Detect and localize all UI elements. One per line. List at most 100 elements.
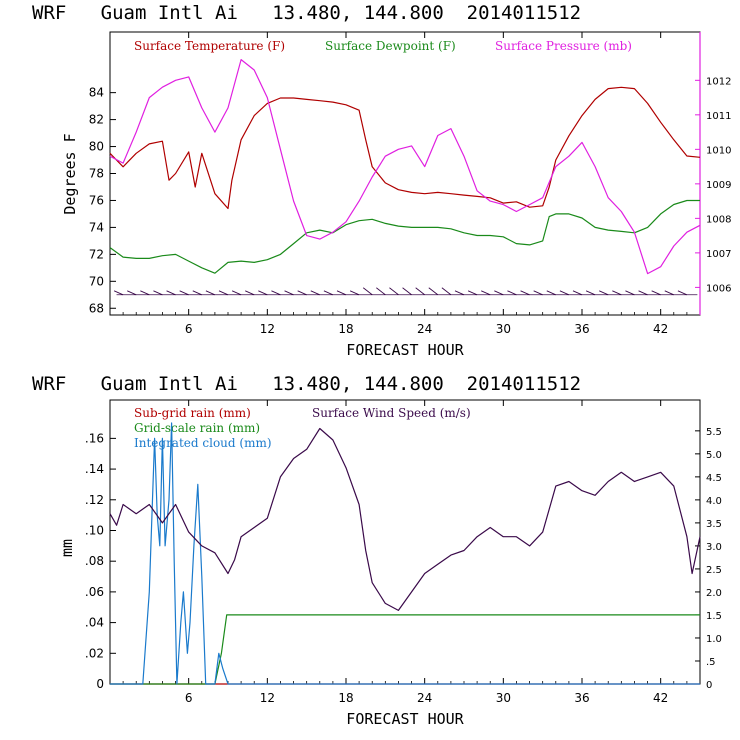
top-y-axis-label: Degrees F [61, 133, 79, 214]
top-legend: Surface Temperature (F) Surface Dewpoint… [134, 39, 632, 53]
bottom-series-lines [109, 422, 701, 685]
y2-tick-label: 5.0 [706, 450, 722, 461]
wind-barb [245, 290, 255, 296]
wind-barb [153, 290, 163, 296]
series-line-surface-wind-speed [109, 427, 701, 611]
bottom-x-axis-label: FORECAST HOUR [346, 710, 464, 728]
y2-tick-label: 4.5 [706, 473, 722, 484]
y-tick-label: 84 [89, 86, 104, 100]
bottom-legend: Sub-grid rain (mm) Grid-scale rain (mm) … [134, 406, 471, 450]
y-tick-label: 70 [89, 274, 104, 288]
legend-integrated-cloud: Integrated cloud (mm) [134, 436, 272, 450]
x-tick-label: 36 [574, 691, 589, 705]
wind-barb [376, 287, 386, 296]
wind-barb [166, 290, 176, 296]
top-x-axis-label: FORECAST HOUR [346, 341, 464, 359]
y-tick-label: .10 [85, 523, 104, 537]
wind-barb [336, 290, 347, 296]
y2-tick-label: 3.5 [706, 519, 722, 530]
wind-barb [310, 290, 320, 296]
wind-barb [664, 290, 674, 296]
wind-barb [428, 287, 439, 296]
y2-tick-label: 0 [706, 680, 712, 691]
y-tick-label: 78 [89, 167, 104, 181]
wind-barb [599, 290, 609, 296]
wind-barb [179, 290, 189, 296]
x-tick-label: 6 [185, 691, 193, 705]
x-tick-label: 30 [496, 322, 511, 336]
x-tick-label: 12 [260, 322, 275, 336]
wind-barb [415, 287, 425, 296]
x-tick-label: 36 [574, 322, 589, 336]
wind-barb [362, 287, 373, 296]
wind-barb [271, 290, 281, 296]
wind-barb [140, 290, 150, 296]
wind-barb [297, 290, 307, 296]
x-tick-label: 42 [653, 691, 668, 705]
y2-tick-label: 2.5 [706, 565, 722, 576]
wind-barb [559, 290, 570, 296]
x-tick-label: 18 [338, 322, 353, 336]
legend-grid-scale-rain: Grid-scale rain (mm) [134, 421, 260, 435]
legend-surface-pressure: Surface Pressure (mb) [495, 39, 632, 53]
x-tick-label: 18 [338, 691, 353, 705]
x-tick-label: 24 [417, 691, 432, 705]
x-tick-label: 30 [496, 691, 511, 705]
bottom-chart-title: WRF Guam Intl Ai 13.480, 144.800 2014011… [32, 373, 581, 395]
y-tick-label: 76 [89, 193, 104, 207]
wind-barb [389, 287, 399, 296]
wind-barb [323, 290, 334, 296]
y-tick-label: 74 [89, 220, 104, 234]
wind-barb [507, 290, 517, 296]
wind-barb [494, 290, 504, 296]
y2-tick-label: .5 [706, 657, 716, 668]
y-tick-label: .16 [85, 431, 104, 445]
y-tick-label: 82 [89, 113, 104, 127]
y-tick-label: .14 [85, 462, 104, 476]
wind-barb [402, 287, 412, 296]
y2-tick-label: 1008 [706, 214, 731, 225]
y-tick-label: .12 [85, 493, 104, 507]
wind-barb [546, 290, 556, 296]
y-tick-label: .08 [85, 554, 104, 568]
bottom-ticks: 6 12 18 24 30 36 42 0 .02 .04 .06 .08 .10 .12 .14 .16 0.… [85, 400, 722, 705]
wind-barb [231, 290, 242, 296]
wind-barb [192, 290, 202, 296]
y-tick-label: .02 [85, 646, 104, 660]
series-line-surface-temperature [109, 86, 701, 210]
x-tick-label: 12 [260, 691, 275, 705]
wind-barb [205, 290, 216, 296]
wind-barb [585, 290, 596, 296]
y2-tick-label: 1010 [706, 145, 731, 156]
wind-barb [572, 290, 583, 296]
wind-barb [441, 287, 452, 296]
x-tick-label: 42 [653, 322, 668, 336]
wind-barb [520, 290, 530, 296]
legend-surface-wind-speed: Surface Wind Speed (m/s) [312, 406, 471, 420]
wind-barb [454, 290, 465, 296]
wind-barb [113, 290, 124, 296]
x-tick-label: 24 [417, 322, 432, 336]
wind-barbs [113, 287, 698, 296]
wind-barb [467, 290, 478, 296]
y2-tick-label: 1009 [706, 180, 731, 191]
series-line-integrated-cloud [110, 422, 700, 685]
y2-tick-label: 1.5 [706, 611, 722, 622]
y-tick-label: .06 [85, 585, 104, 599]
y2-tick-label: 3.0 [706, 542, 722, 553]
y2-tick-label: 1.0 [706, 634, 722, 645]
y2-tick-label: 5.5 [706, 427, 722, 438]
legend-sub-grid-rain: Sub-grid rain (mm) [134, 406, 251, 420]
wind-barb [349, 290, 360, 296]
y2-tick-label: 1012 [706, 76, 731, 87]
legend-surface-dewpoint: Surface Dewpoint (F) [325, 39, 456, 53]
wind-barb [638, 290, 648, 296]
wind-barb [127, 290, 137, 296]
top-plot-frame [109, 31, 701, 316]
y-tick-label: 0 [96, 677, 104, 691]
y2-tick-label: 1007 [706, 249, 731, 260]
y-tick-label: 80 [89, 140, 104, 154]
y2-tick-label: 1011 [706, 111, 731, 122]
top-chart-title: WRF Guam Intl Ai 13.480, 144.800 2014011… [32, 2, 581, 24]
